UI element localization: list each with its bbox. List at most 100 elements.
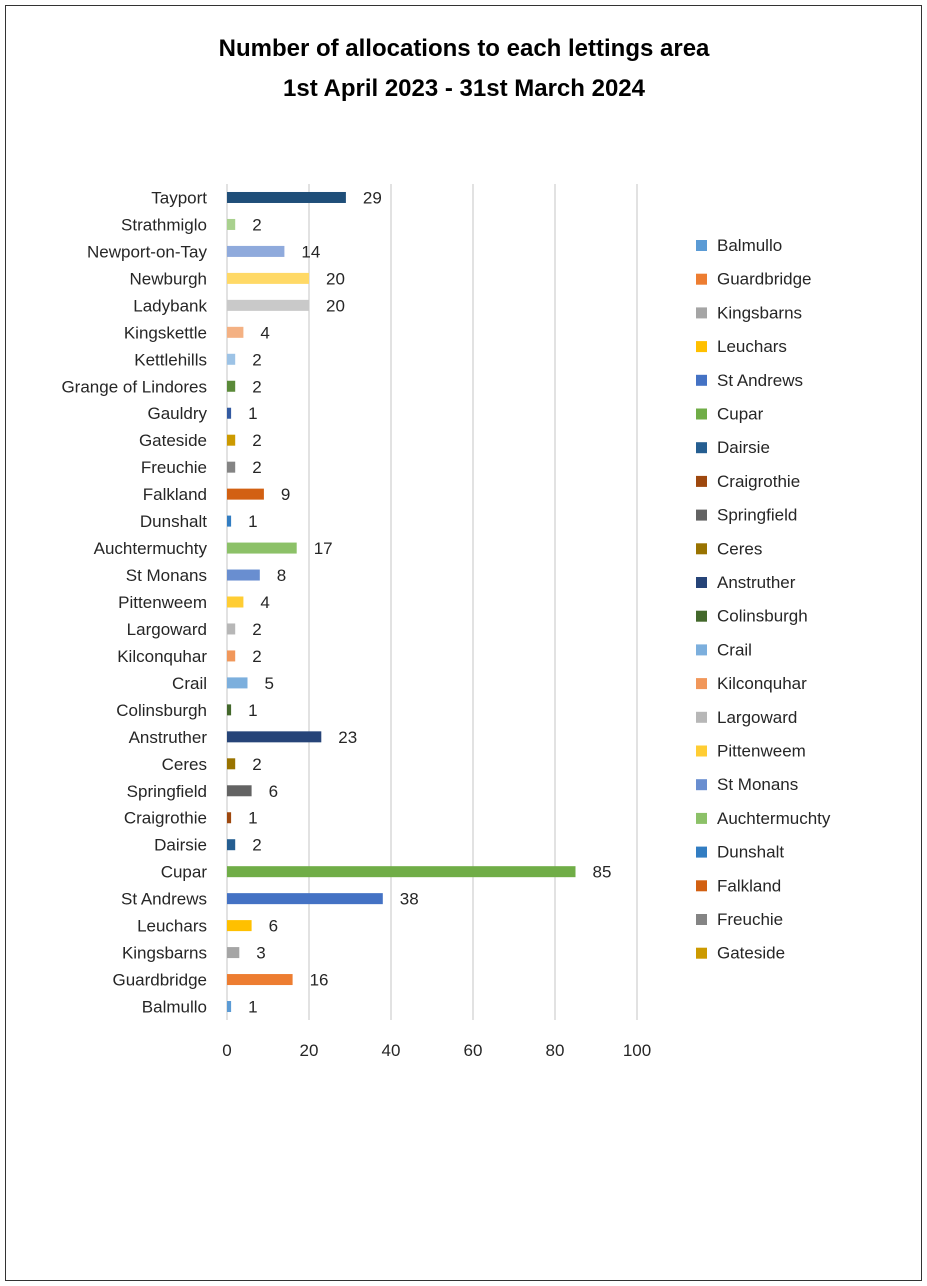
legend-swatch-falkland	[696, 880, 707, 892]
legend-label-auchtermuchty: Auchtermuchty	[717, 809, 831, 828]
value-label-newport-on-tay: 14	[301, 242, 320, 261]
bar-anstruther	[227, 731, 322, 743]
value-label-dunshalt: 1	[248, 512, 257, 531]
bar-falkland	[227, 488, 264, 500]
value-label-pittenweem: 4	[260, 593, 269, 612]
legend-item-kilconquhar: Kilconquhar	[696, 674, 807, 693]
legend-item-dunshalt: Dunshalt	[696, 843, 784, 862]
value-label-auchtermuchty: 17	[314, 539, 333, 558]
legend-label-craigrothie: Craigrothie	[717, 472, 800, 491]
value-label-gateside: 2	[252, 431, 261, 450]
value-label-kingsbarns: 3	[256, 944, 265, 963]
category-label-largoward: Largoward	[127, 620, 207, 639]
legend-swatch-springfield	[696, 509, 707, 521]
category-label-gauldry: Gauldry	[147, 404, 207, 423]
legend-label-leuchars: Leuchars	[717, 337, 787, 356]
bar-newburgh	[227, 272, 309, 284]
value-label-st-andrews: 38	[400, 890, 419, 909]
legend-label-springfield: Springfield	[717, 506, 797, 525]
category-label-auchtermuchty: Auchtermuchty	[94, 539, 208, 558]
legend-item-craigrothie: Craigrothie	[696, 472, 800, 491]
legend-label-pittenweem: Pittenweem	[717, 742, 806, 761]
category-label-grange-of-lindores: Grange of Lindores	[61, 377, 207, 396]
legend-item-kingsbarns: Kingsbarns	[696, 303, 802, 322]
legend-item-balmullo: Balmullo	[696, 236, 782, 255]
x-tick-label-0: 0	[222, 1041, 231, 1060]
bar-st-monans	[227, 569, 260, 581]
value-label-newburgh: 20	[326, 269, 345, 288]
bar-leuchars	[227, 920, 252, 932]
bar-balmullo	[227, 1001, 232, 1013]
category-label-freuchie: Freuchie	[141, 458, 207, 477]
legend-swatch-colinsburgh	[696, 610, 707, 622]
legend-swatch-pittenweem	[696, 745, 707, 757]
legend-label-gateside: Gateside	[717, 944, 785, 963]
x-tick-label-60: 60	[464, 1041, 483, 1060]
legend-item-leuchars: Leuchars	[696, 337, 787, 356]
value-label-craigrothie: 1	[248, 809, 257, 828]
value-label-falkland: 9	[281, 485, 290, 504]
legend-swatch-gateside	[696, 947, 707, 959]
bar-dairsie	[227, 839, 236, 851]
category-label-pittenweem: Pittenweem	[118, 593, 207, 612]
category-label-strathmiglo: Strathmiglo	[121, 215, 207, 234]
x-axis-ticks: 0 20 40 60 80 100	[222, 1041, 651, 1060]
legend-swatch-ceres	[696, 543, 707, 555]
category-label-tayport: Tayport	[151, 188, 207, 207]
legend-label-cupar: Cupar	[717, 405, 764, 424]
legend-item-st-andrews: St Andrews	[696, 371, 803, 390]
value-label-st-monans: 8	[277, 566, 286, 585]
legend-item-dairsie: Dairsie	[696, 438, 770, 457]
legend-label-anstruther: Anstruther	[717, 573, 796, 592]
legend-item-auchtermuchty: Auchtermuchty	[696, 809, 831, 828]
bar-dunshalt	[227, 515, 232, 527]
legend-label-colinsburgh: Colinsburgh	[717, 607, 808, 626]
value-label-guardbridge: 16	[310, 971, 329, 990]
value-label-strathmiglo: 2	[252, 215, 261, 234]
value-label-grange-of-lindores: 2	[252, 377, 261, 396]
value-label-kilconquhar: 2	[252, 647, 261, 666]
legend-item-guardbridge: Guardbridge	[696, 270, 812, 289]
legend-swatch-leuchars	[696, 341, 707, 353]
legend-label-st-andrews: St Andrews	[717, 371, 803, 390]
legend-item-crail: Crail	[696, 640, 752, 659]
category-label-kingsbarns: Kingsbarns	[122, 944, 207, 963]
bar-largoward	[227, 623, 236, 635]
category-label-newburgh: Newburgh	[130, 269, 208, 288]
value-label-colinsburgh: 1	[248, 701, 257, 720]
value-label-dairsie: 2	[252, 836, 261, 855]
legend-item-largoward: Largoward	[696, 708, 797, 727]
category-label-newport-on-tay: Newport-on-Tay	[87, 242, 207, 261]
category-label-leuchars: Leuchars	[137, 917, 207, 936]
category-label-crail: Crail	[172, 674, 207, 693]
bar-guardbridge	[227, 974, 293, 986]
bar-kettlehills	[227, 353, 236, 365]
value-label-balmullo: 1	[248, 998, 257, 1017]
category-label-kettlehills: Kettlehills	[134, 350, 207, 369]
legend-label-dairsie: Dairsie	[717, 438, 770, 457]
bar-springfield	[227, 785, 252, 797]
bar-tayport	[227, 191, 346, 203]
legend-label-ceres: Ceres	[717, 539, 762, 558]
bar-auchtermuchty	[227, 542, 297, 554]
x-tick-label-20: 20	[300, 1041, 319, 1060]
value-label-kingskettle: 4	[260, 323, 269, 342]
value-label-anstruther: 23	[338, 728, 357, 747]
legend-label-dunshalt: Dunshalt	[717, 843, 784, 862]
legend-item-anstruther: Anstruther	[696, 573, 796, 592]
chart-title: Number of allocations to each lettings a…	[219, 35, 710, 62]
legend-label-kilconquhar: Kilconquhar	[717, 674, 807, 693]
x-tick-label-100: 100	[623, 1041, 651, 1060]
x-tick-label-40: 40	[382, 1041, 401, 1060]
legend-label-crail: Crail	[717, 640, 752, 659]
legend-swatch-crail	[696, 644, 707, 656]
bar-crail	[227, 677, 248, 689]
category-label-springfield: Springfield	[127, 782, 207, 801]
category-label-falkland: Falkland	[143, 485, 207, 504]
legend-swatch-guardbridge	[696, 273, 707, 285]
legend-label-largoward: Largoward	[717, 708, 797, 727]
category-label-craigrothie: Craigrothie	[124, 809, 207, 828]
legend-swatch-freuchie	[696, 914, 707, 925]
category-label-ceres: Ceres	[162, 755, 207, 774]
